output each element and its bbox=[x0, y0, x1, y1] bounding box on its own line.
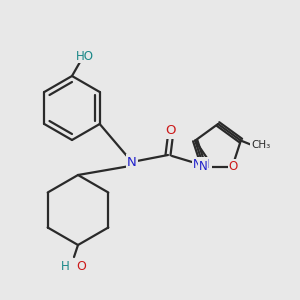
Text: O: O bbox=[76, 260, 86, 274]
Text: HO: HO bbox=[76, 50, 94, 62]
Text: O: O bbox=[165, 124, 175, 137]
Text: NH: NH bbox=[193, 158, 211, 170]
Text: O: O bbox=[229, 160, 238, 173]
Text: N: N bbox=[199, 160, 207, 173]
Text: CH₃: CH₃ bbox=[251, 140, 271, 150]
Text: N: N bbox=[127, 155, 137, 169]
Text: H: H bbox=[61, 260, 70, 274]
